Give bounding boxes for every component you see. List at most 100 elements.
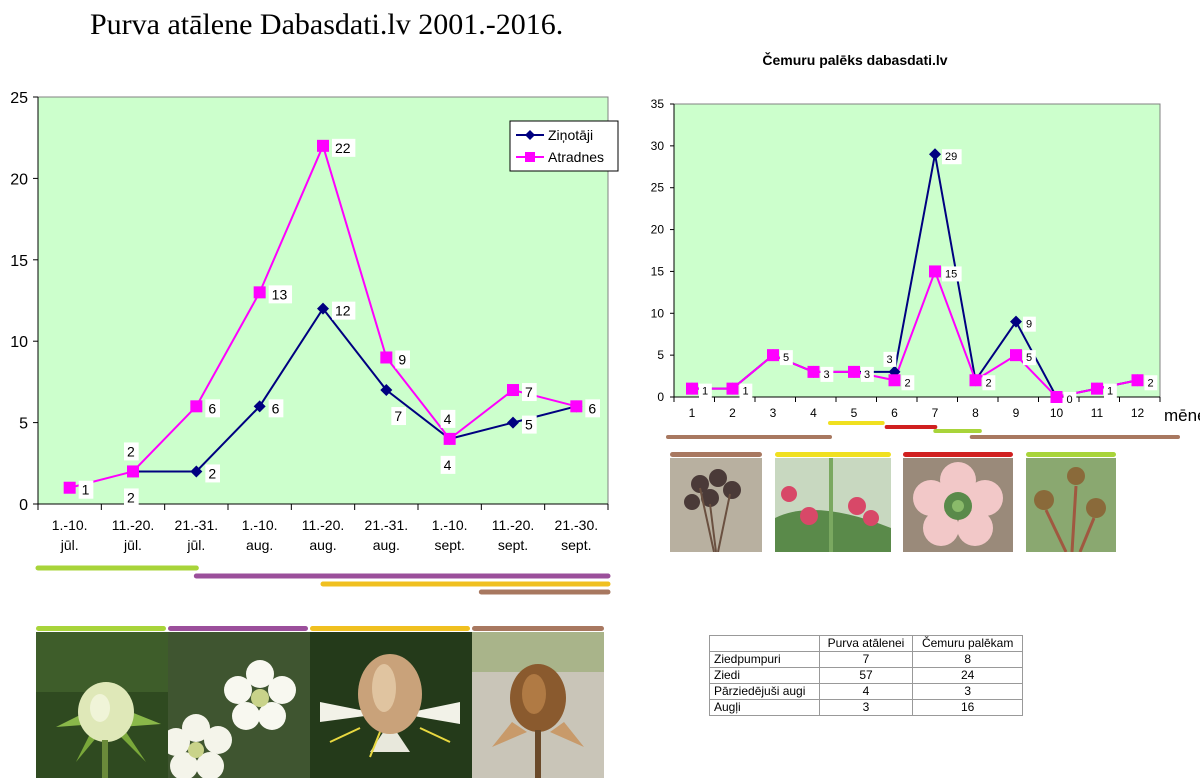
data-point — [726, 382, 739, 395]
data-point — [253, 400, 266, 413]
data-label-bg — [1104, 383, 1117, 399]
data-label-bg — [391, 407, 407, 426]
x-tick-label: 21.-30. — [555, 517, 599, 533]
data-label: 5 — [525, 417, 533, 433]
data-point — [190, 465, 203, 478]
data-label-bg — [1144, 375, 1158, 391]
series-line — [133, 306, 577, 473]
data-label-bg — [124, 442, 139, 461]
table-cell: Ziedpumpuri — [709, 651, 820, 668]
data-label: 9 — [1026, 319, 1032, 331]
data-label-bg — [585, 399, 601, 418]
data-label: 15 — [945, 268, 957, 280]
y-tick-label: 5 — [657, 348, 664, 362]
data-label: 2 — [905, 377, 911, 389]
table-row: Ziedpumpuri 7 8 — [709, 651, 1023, 668]
y-tick-label: 10 — [651, 306, 665, 320]
data-label-bg — [901, 375, 915, 391]
data-point — [888, 374, 901, 387]
data-label-bg — [982, 375, 996, 391]
y-tick-label: 10 — [10, 334, 28, 351]
data-label: 9 — [398, 351, 406, 367]
table-cell: 16 — [912, 699, 1023, 716]
table-cell: 3 — [818, 699, 914, 716]
data-label: 22 — [335, 140, 351, 156]
x-tick-label: 1 — [689, 406, 696, 420]
phase-bar — [1026, 452, 1116, 457]
data-label: 5 — [783, 352, 789, 364]
y-tick-label: 20 — [651, 223, 665, 237]
table-row: Augļi 3 16 — [709, 699, 1023, 716]
data-label-bg — [780, 350, 793, 366]
phase-bar — [775, 452, 891, 457]
data-point — [1131, 374, 1144, 387]
phase-bar — [168, 626, 308, 631]
data-point — [525, 152, 535, 162]
data-label: 4 — [444, 457, 452, 473]
legend-box — [509, 120, 619, 172]
fruit-capsule-photo — [670, 458, 762, 552]
x-tick-label: 11.-20. — [112, 517, 155, 533]
page-title: Purva atālene Dabasdati.lv 2001.-2016. — [90, 8, 564, 41]
data-point — [507, 384, 519, 397]
data-label: 1 — [702, 386, 708, 398]
data-label-bg — [332, 138, 356, 157]
data-label-bg — [440, 409, 456, 428]
phase-bar — [310, 626, 470, 631]
y-tick-label: 25 — [651, 181, 665, 195]
data-point — [317, 139, 329, 152]
data-point — [570, 400, 583, 413]
data-label: 7 — [394, 408, 402, 424]
data-label: 6 — [588, 400, 596, 416]
x-tick-label: jūl. — [60, 537, 79, 553]
table-cell: 24 — [912, 667, 1023, 684]
table-cell: 7 — [818, 651, 914, 668]
chart-purva-atalene: 05101520251.-10.jūl.11.-20.jūl.21.-31.jū… — [10, 90, 619, 595]
y-tick-label: 20 — [10, 171, 28, 188]
data-point — [848, 365, 860, 378]
data-label-bg — [942, 149, 962, 165]
data-label-bg — [268, 399, 284, 418]
data-point — [969, 374, 982, 387]
table-cell: Pārziedējuši augi — [709, 683, 820, 700]
data-label: 3 — [824, 369, 830, 381]
x-tick-label: 9 — [1013, 406, 1020, 420]
table-header-row: Purva atālenei Čemuru palēkam — [709, 635, 1023, 652]
y-tick-label: 5 — [19, 416, 28, 433]
data-label-bg — [395, 350, 411, 369]
data-label: 2 — [1148, 377, 1154, 389]
data-label-bg — [205, 464, 221, 483]
table-cell: 8 — [912, 651, 1023, 668]
table-cell: 4 — [818, 683, 914, 700]
x-tick-label: 10 — [1050, 406, 1064, 420]
x-tick-label: 12 — [1131, 406, 1145, 420]
table-header-cell: Purva atālenei — [818, 635, 914, 652]
data-point — [525, 130, 535, 140]
data-label-bg — [78, 480, 94, 499]
x-tick-label: aug. — [373, 537, 400, 553]
data-point — [686, 382, 698, 395]
data-label: 2 — [208, 465, 216, 481]
fruit-capsule-photo — [472, 632, 604, 778]
phase-bar — [670, 452, 762, 457]
phase-bar — [36, 626, 166, 631]
data-label: 4 — [444, 411, 452, 427]
open-flower-photo — [903, 458, 1013, 552]
x-tick-label: 21.-31. — [175, 517, 219, 533]
x-tick-label: sept. — [498, 537, 528, 553]
y-tick-label: 0 — [657, 390, 664, 404]
x-tick-label: 4 — [810, 406, 817, 420]
phenology-table: Purva atālenei Čemuru palēkam Ziedpumpur… — [709, 635, 1023, 716]
data-label-bg — [1063, 392, 1077, 407]
table-row: Ziedi 57 24 — [709, 667, 1023, 684]
data-label-bg — [124, 488, 139, 507]
phase-bar — [903, 452, 1013, 457]
data-label: 7 — [525, 384, 533, 400]
x-tick-label: aug. — [246, 537, 273, 553]
data-label: 2 — [986, 377, 992, 389]
data-label: 12 — [335, 303, 351, 319]
data-label: 1 — [1107, 386, 1113, 398]
data-label-bg — [883, 351, 897, 367]
data-point — [380, 351, 393, 364]
data-label: 1 — [82, 482, 90, 498]
